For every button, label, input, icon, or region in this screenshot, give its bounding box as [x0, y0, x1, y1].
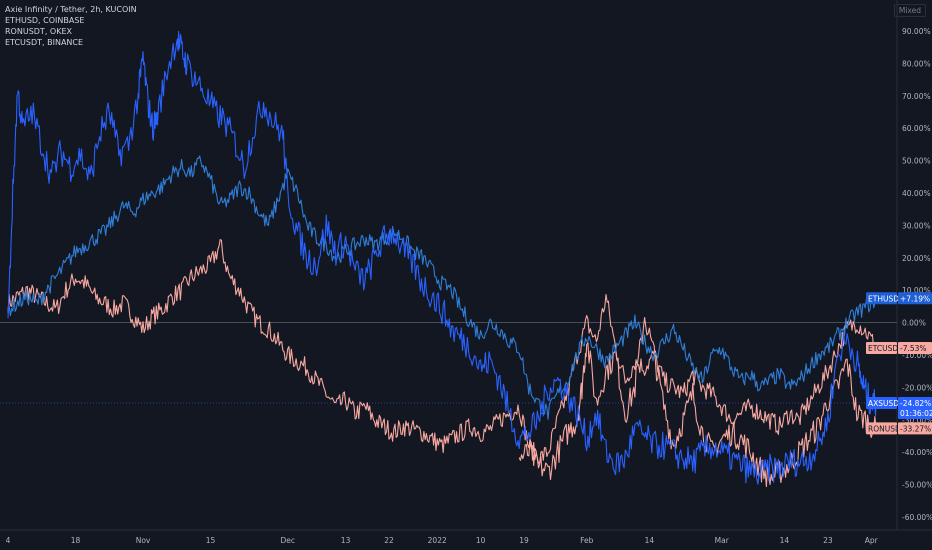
tag-symbol: RONUSDT [868, 424, 906, 433]
y-tick-label: 90.00% [902, 27, 931, 36]
y-tick-label: 50.00% [902, 157, 931, 166]
legend-main-symbol[interactable]: Axie Infinity / Tether, 2h, KUCOIN [5, 5, 137, 14]
series-line-axsusdt[interactable] [7, 30, 877, 485]
y-tick-label: -40.00% [902, 448, 932, 457]
series-line-ethusd[interactable] [7, 155, 877, 420]
y-tick-label: 40.00% [902, 189, 931, 198]
y-tick-label: -50.00% [902, 481, 932, 490]
x-tick-label: 22 [384, 536, 394, 545]
y-tick-label: -20.00% [902, 383, 932, 392]
x-tick-label: Apr [865, 536, 879, 545]
price-tag-ronusdt: RONUSDT-33.27% [866, 422, 932, 435]
tag-symbol: AXSUSDT [868, 399, 904, 408]
x-tick-label: 18 [71, 536, 81, 545]
x-tick-label: 10 [476, 536, 486, 545]
x-tick-label: Dec [280, 536, 295, 545]
legend-etc-series[interactable]: ETCUSDT, BINANCE [5, 38, 84, 47]
x-tick-label: 19 [519, 536, 529, 545]
series-line-etcusdt[interactable] [7, 239, 877, 469]
y-tick-label: 20.00% [902, 254, 931, 263]
x-tick-label: Nov [136, 536, 151, 545]
tag-value: -24.82% [900, 399, 931, 408]
scale-mode-button[interactable]: Mixed [893, 4, 926, 17]
price-tag-ethusd: ETHUSD +7.19% [866, 292, 932, 305]
chart-legend: Axie Infinity / Tether, 2h, KUCOIN ETHUS… [5, 4, 137, 48]
y-tick-label: 30.00% [902, 221, 931, 230]
y-tick-label: -60.00% [902, 513, 932, 522]
y-tick-label: -30.00% [902, 416, 932, 425]
tag-symbol: ETCUSDT [868, 344, 903, 353]
y-tick-label: 60.00% [902, 124, 931, 133]
y-tick-label: 70.00% [902, 92, 931, 101]
tag-symbol: ETHUSD [868, 294, 899, 303]
x-tick-label: 2022 [428, 536, 447, 545]
price-tag-axsusdt: AXSUSDT-24.82%01:36:02 [866, 397, 932, 420]
y-tick-label: 0.00% [902, 319, 926, 328]
x-tick-label: Mar [715, 536, 730, 545]
y-tick-label: -10.00% [902, 351, 932, 360]
tag-value: -33.27% [900, 424, 931, 433]
x-tick-label: 15 [206, 536, 216, 545]
x-tick-label: Feb [580, 536, 594, 545]
x-tick-label: 14 [645, 536, 655, 545]
x-tick-label: 4 [6, 536, 11, 545]
price-tag-etcusdt: ETCUSDT-7.53% [866, 341, 932, 354]
tag-value: -7.53% [900, 344, 927, 353]
x-tick-label: 13 [341, 536, 351, 545]
legend-eth-series[interactable]: ETHUSD, COINBASE [5, 16, 85, 25]
series-line-ronusdt[interactable] [518, 316, 877, 488]
x-tick-label: 14 [780, 536, 790, 545]
legend-ron-series[interactable]: RONUSDT, OKEX [5, 27, 72, 36]
tag-value: +7.19% [900, 294, 930, 303]
y-tick-label: 10.00% [902, 286, 931, 295]
tag-countdown: 01:36:02 [900, 409, 932, 418]
y-tick-label: 80.00% [902, 59, 931, 68]
x-tick-label: 23 [823, 536, 833, 545]
